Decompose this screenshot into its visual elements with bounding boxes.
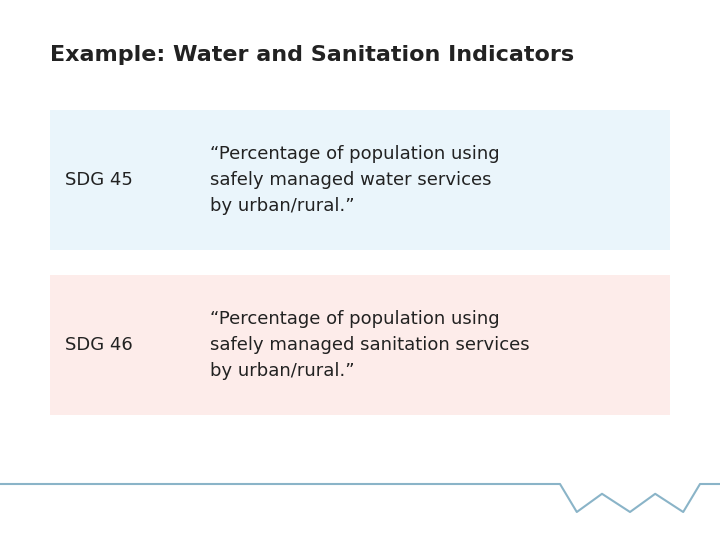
FancyBboxPatch shape [50, 110, 670, 250]
Text: “Percentage of population using
safely managed water services
by urban/rural.”: “Percentage of population using safely m… [210, 145, 500, 215]
Text: SDG 45: SDG 45 [65, 171, 133, 189]
Text: SDG 46: SDG 46 [65, 336, 132, 354]
Text: Example: Water and Sanitation Indicators: Example: Water and Sanitation Indicators [50, 45, 574, 65]
FancyBboxPatch shape [50, 275, 670, 415]
Text: “Percentage of population using
safely managed sanitation services
by urban/rura: “Percentage of population using safely m… [210, 309, 530, 380]
